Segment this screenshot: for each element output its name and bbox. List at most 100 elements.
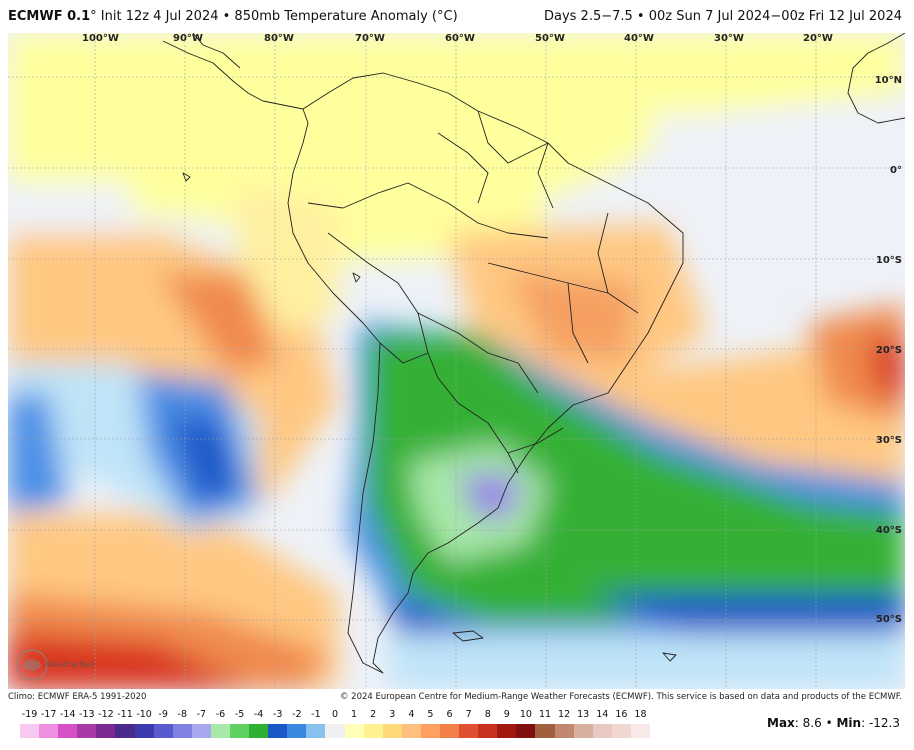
colorbar-tick-label: -6 xyxy=(215,709,226,720)
lon-label: 40°W xyxy=(624,33,654,44)
colorbar-swatch xyxy=(306,724,326,738)
lon-label: 80°W xyxy=(264,33,294,44)
colorbar-swatch xyxy=(134,724,155,738)
colorbar-swatch xyxy=(478,724,498,738)
colorbar-swatch xyxy=(115,724,136,738)
lat-label: 30°S xyxy=(875,435,902,446)
copyright: © 2024 European Centre for Medium-Range … xyxy=(339,692,902,702)
colorbar-swatch xyxy=(153,724,174,738)
colorbar-swatch xyxy=(210,724,231,738)
colorbar-tick-label: -12 xyxy=(98,709,114,720)
colorbar-swatch xyxy=(191,724,212,738)
colorbar-tick-label: -9 xyxy=(158,709,168,720)
colorbar-tick-label: 12 xyxy=(558,709,571,720)
lat-label: 20°S xyxy=(875,345,902,356)
lat-label: 10°S xyxy=(875,255,902,266)
colorbar-swatch xyxy=(249,724,269,738)
model-name: ECMWF 0.1 xyxy=(8,9,91,24)
lat-label: 0° xyxy=(890,165,902,176)
colorbar-swatch xyxy=(58,724,78,738)
colorbar-swatch xyxy=(459,724,479,738)
colorbar-swatch xyxy=(363,724,384,738)
lon-label: 100°W xyxy=(82,33,119,44)
colorbar-tick-label: -17 xyxy=(40,709,57,720)
colorbar-tick-label: 2 xyxy=(370,709,377,720)
colorbar-tick-label: -14 xyxy=(59,709,76,720)
colorbar-swatch xyxy=(535,724,556,738)
lon-label: 30°W xyxy=(714,33,744,44)
colorbar-tick-label: -7 xyxy=(196,709,207,720)
title-description: Init 12z 4 Jul 2024 • 850mb Temperature … xyxy=(96,9,458,24)
colorbar-tick-label: 10 xyxy=(519,709,532,720)
colorbar-tick-label: -13 xyxy=(79,709,95,720)
colorbar-tick-label: 14 xyxy=(596,709,609,720)
colorbar-tick-label: -8 xyxy=(177,709,188,720)
colorbar xyxy=(20,724,651,738)
min-label: Min xyxy=(836,716,862,730)
colorbar-swatch xyxy=(20,724,40,738)
coastlines xyxy=(162,33,905,674)
lat-label: 10°N xyxy=(874,75,902,86)
colorbar-tick-label: -2 xyxy=(292,709,302,720)
colorbar-swatch xyxy=(554,724,575,738)
colorbar-swatch xyxy=(440,724,460,738)
lon-label: 90°W xyxy=(173,33,203,44)
colorbar-tick-label: -1 xyxy=(311,709,321,720)
colorbar-swatch xyxy=(611,724,632,738)
colorbar-tick-label: 3 xyxy=(389,709,396,720)
colorbar-swatch xyxy=(573,724,594,738)
colorbar-tick-label: 1 xyxy=(351,709,358,720)
colorbar-tick-label: -5 xyxy=(234,709,245,720)
colorbar-swatch xyxy=(497,724,517,738)
colorbar-tick-label: 16 xyxy=(615,709,628,720)
climo-note: Climo: ECMWF ERA-5 1991-2020 xyxy=(8,692,147,702)
colorbar-swatch xyxy=(592,724,613,738)
lat-label: 40°S xyxy=(875,525,902,536)
weatherbell-logo-icon xyxy=(16,649,48,681)
colorbar-swatch xyxy=(39,724,59,738)
lon-label: 60°W xyxy=(445,33,475,44)
colorbar-tick-label: 4 xyxy=(408,709,415,720)
lon-label: 20°W xyxy=(803,33,833,44)
stats-separator: • xyxy=(825,716,833,730)
min-value: -12.3 xyxy=(868,716,900,730)
lon-label: 50°W xyxy=(535,33,565,44)
colorbar-swatch xyxy=(401,724,422,738)
colorbar-tick-label: -11 xyxy=(117,709,133,720)
stats: Max: 8.6 • Min: -12.3 xyxy=(767,716,900,730)
colorbar-tick-label: -3 xyxy=(272,709,283,720)
anomaly-field xyxy=(8,33,905,689)
colorbar-swatch xyxy=(77,724,97,738)
colorbar-tick-label: 9 xyxy=(503,709,510,720)
colorbar-swatch xyxy=(420,724,441,738)
colorbar-swatch xyxy=(516,724,536,738)
map-canvas xyxy=(8,33,905,689)
colorbar-tick-label: 13 xyxy=(577,709,590,720)
colorbar-tick-label: -4 xyxy=(253,709,264,720)
valid-range: Days 2.5−7.5 • 00z Sun 7 Jul 2024−00z Fr… xyxy=(543,9,902,24)
degree-sign: ° xyxy=(90,9,97,24)
colorbar-swatch xyxy=(344,724,365,738)
colorbar-tick-label: 18 xyxy=(634,709,647,720)
colorbar-swatch xyxy=(325,724,346,738)
colorbar-swatch xyxy=(268,724,288,738)
colorbar-tick-label: -19 xyxy=(21,709,38,720)
lon-label: 70°W xyxy=(355,33,385,44)
anomaly-map[interactable]: WeatherBell xyxy=(8,33,905,689)
logo-text: WeatherBell xyxy=(46,660,95,669)
lat-label: 50°S xyxy=(875,614,902,625)
title: ECMWF 0.1° Init 12z 4 Jul 2024 • 850mb T… xyxy=(8,9,458,24)
colorbar-tick-label: 8 xyxy=(484,709,491,720)
colorbar-swatch xyxy=(230,724,250,738)
header: ECMWF 0.1° Init 12z 4 Jul 2024 • 850mb T… xyxy=(0,0,914,34)
colorbar-tick-label: -10 xyxy=(136,709,152,720)
colorbar-swatch xyxy=(96,724,116,738)
graticule xyxy=(8,33,905,689)
colorbar-swatch xyxy=(287,724,307,738)
colorbar-swatch xyxy=(172,724,193,738)
colorbar-tick-label: 11 xyxy=(538,709,552,720)
colorbar-tick-label: 6 xyxy=(446,709,453,720)
colorbar-tick-label: 7 xyxy=(465,709,472,720)
max-label: Max xyxy=(767,716,795,730)
max-value: 8.6 xyxy=(802,716,822,730)
